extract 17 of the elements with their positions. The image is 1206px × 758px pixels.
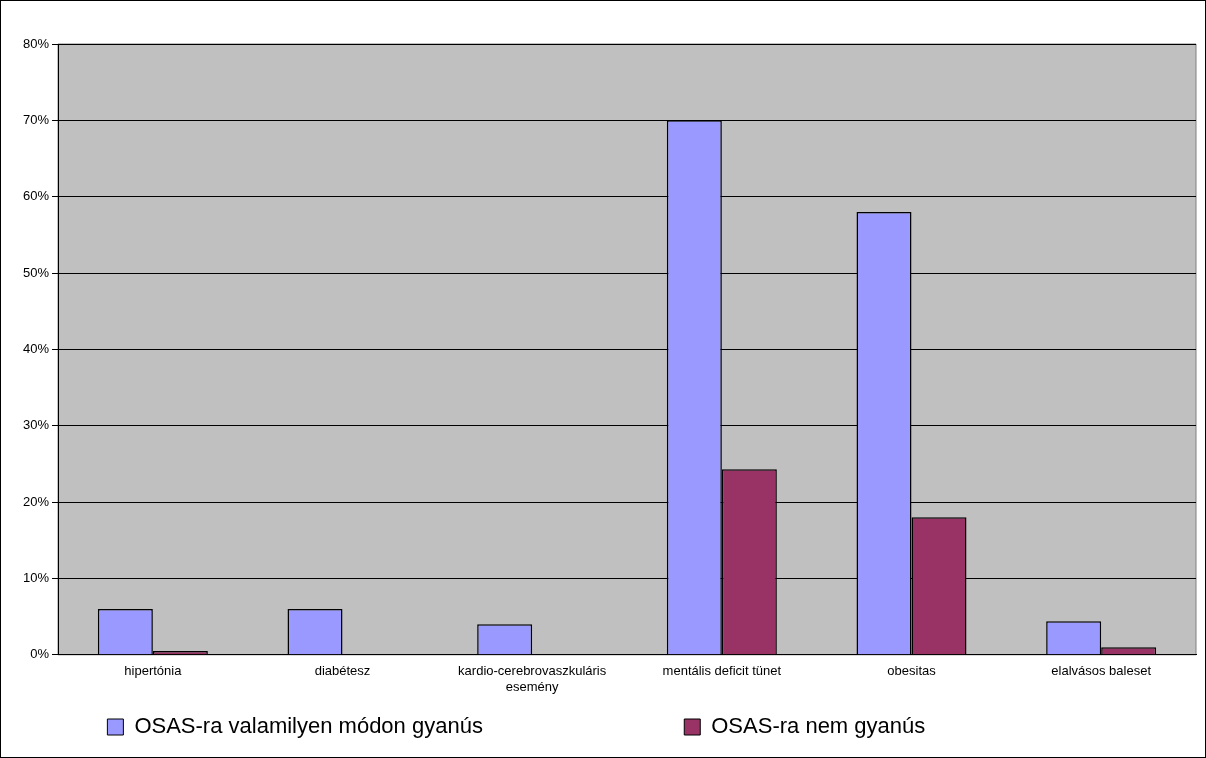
y-tick-label: 20% bbox=[22, 493, 50, 509]
x-tick-label: obesitas bbox=[887, 663, 937, 679]
y-tick-label: 80% bbox=[22, 35, 50, 51]
y-tick-label: 60% bbox=[22, 188, 50, 204]
y-tick-label: 30% bbox=[22, 417, 50, 433]
x-tick-label: mentális deficit tünet bbox=[662, 663, 782, 679]
y-tick-label: 70% bbox=[22, 111, 50, 127]
legend-label: OSAS-ra valamilyen módon gyanús bbox=[134, 713, 667, 739]
x-tick-label: diabétesz bbox=[314, 663, 371, 679]
x-tick-label: hipertónia bbox=[124, 663, 183, 679]
x-tick-label: kardio-cerebrovaszkuláris esemény bbox=[458, 663, 607, 694]
y-tick-label: 10% bbox=[22, 570, 50, 586]
y-tick-label: 0% bbox=[30, 646, 50, 662]
x-tick-label: elalvásos baleset bbox=[1051, 663, 1152, 679]
y-tick-label: 40% bbox=[22, 340, 50, 356]
legend-label: OSAS-ra nem gyanús bbox=[711, 713, 1109, 739]
y-tick-label: 50% bbox=[22, 264, 50, 280]
